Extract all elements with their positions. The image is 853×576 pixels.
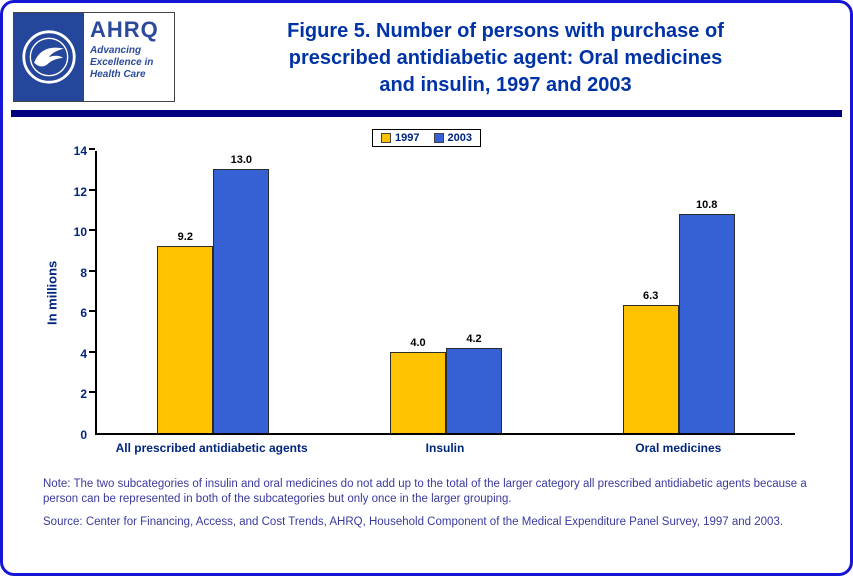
ahrq-tagline-line: Health Care	[90, 69, 146, 80]
bar-wrap: 10.8	[678, 151, 735, 433]
ahrq-acronym: AHRQ	[90, 17, 159, 42]
legend-item: 1997	[381, 132, 420, 144]
y-tick-mark	[89, 269, 95, 272]
y-tick-label: 2	[80, 387, 87, 402]
x-axis-labels: All prescribed antidiabetic agents Insuli…	[95, 441, 795, 455]
bar-value-label: 4.2	[466, 332, 482, 345]
bar-value-label: 4.0	[410, 336, 426, 349]
footnotes: Note: The two subcategories of insulin a…	[43, 477, 822, 530]
page-title-line: prescribed antidiabetic agent: Oral medi…	[288, 47, 723, 69]
y-tick-mark	[89, 188, 95, 191]
y-tick-label: 14	[73, 144, 87, 158]
bar-value-label: 10.8	[695, 198, 718, 211]
y-tick-mark	[89, 350, 95, 353]
y-tick-mark	[89, 148, 95, 150]
ahrq-logo: AHRQ Advancing Excellence in Health Care	[84, 13, 174, 101]
bar-wrap: 13.0	[213, 151, 270, 433]
bar-group: 4.0 4.2	[330, 151, 563, 433]
plot-area: 9.2 13.0 4.0 4.2 6.3 10.8	[89, 148, 795, 435]
bar-wrap: 9.2	[157, 151, 214, 433]
legend: 1997 2003	[372, 129, 481, 147]
y-tick-mark	[89, 310, 95, 313]
x-category-label: All prescribed antidiabetic agents	[115, 441, 308, 455]
page-title-line: and insulin, 1997 and 2003	[379, 74, 632, 96]
header: AHRQ Advancing Excellence in Health Care…	[3, 3, 850, 102]
bar-group: 6.3 10.8	[562, 151, 795, 433]
bar-2003	[446, 347, 502, 433]
legend-swatch	[433, 133, 444, 143]
note-text: Note: The two subcategories of insulin a…	[43, 478, 807, 505]
x-category-label: Oral medicines	[635, 441, 722, 455]
bar-wrap: 6.3	[622, 151, 679, 433]
header-divider	[11, 110, 842, 117]
hhs-seal	[14, 13, 84, 101]
page-title: Figure 5. Number of persons with purchas…	[175, 12, 836, 99]
plot-column: 9.2 13.0 4.0 4.2 6.3 10.8 All prescribed anti…	[89, 148, 795, 455]
y-tick-label: 0	[80, 428, 87, 442]
chart: 1997 2003 In millions 0 2 4 6 8 10 12 14 9.2 13.0…	[3, 129, 850, 455]
bar-group: 9.2 13.0	[97, 151, 330, 433]
legend-swatch	[381, 133, 392, 143]
y-axis-ticks: 0 2 4 6 8 10 12 14	[61, 144, 95, 442]
y-tick-label: 10	[73, 225, 87, 240]
hhs-ahrq-logo: AHRQ Advancing Excellence in Health Care	[13, 12, 175, 102]
bar-value-label: 13.0	[230, 154, 253, 167]
y-axis-label: In millions	[44, 260, 60, 326]
ahrq-tagline: Advancing Excellence in Health Care	[90, 45, 170, 81]
y-tick-label: 4	[80, 346, 87, 361]
bar-2003	[678, 213, 735, 433]
bar-value-label: 6.3	[643, 290, 659, 303]
bar-2003	[213, 169, 270, 433]
page-title-line: Figure 5. Number of persons with purchas…	[287, 20, 724, 42]
bar-1997	[622, 305, 679, 433]
legend-label: 2003	[447, 132, 472, 144]
bar-1997	[390, 351, 446, 433]
plot-row: In millions 0 2 4 6 8 10 12 14 9.2 13.0 4.0 4.2 6.3…	[43, 144, 850, 455]
y-tick-mark	[89, 229, 95, 232]
y-tick-label: 6	[80, 306, 87, 321]
hhs-seal-icon	[22, 30, 76, 84]
ahrq-tagline-line: Advancing	[90, 45, 142, 56]
bar-value-label: 9.2	[177, 231, 193, 244]
bar-1997	[157, 246, 214, 433]
x-category-label: Insulin	[425, 441, 465, 455]
source-text: Source: Center for Financing, Access, an…	[43, 516, 784, 528]
y-tick-mark	[89, 391, 95, 394]
bar-wrap: 4.0	[390, 151, 446, 433]
ahrq-tagline-line: Excellence in	[90, 57, 154, 68]
bar-wrap: 4.2	[446, 151, 502, 433]
y-tick-label: 12	[73, 184, 87, 199]
y-tick-label: 8	[80, 265, 87, 280]
legend-item: 2003	[433, 132, 472, 144]
legend-label: 1997	[395, 132, 420, 144]
